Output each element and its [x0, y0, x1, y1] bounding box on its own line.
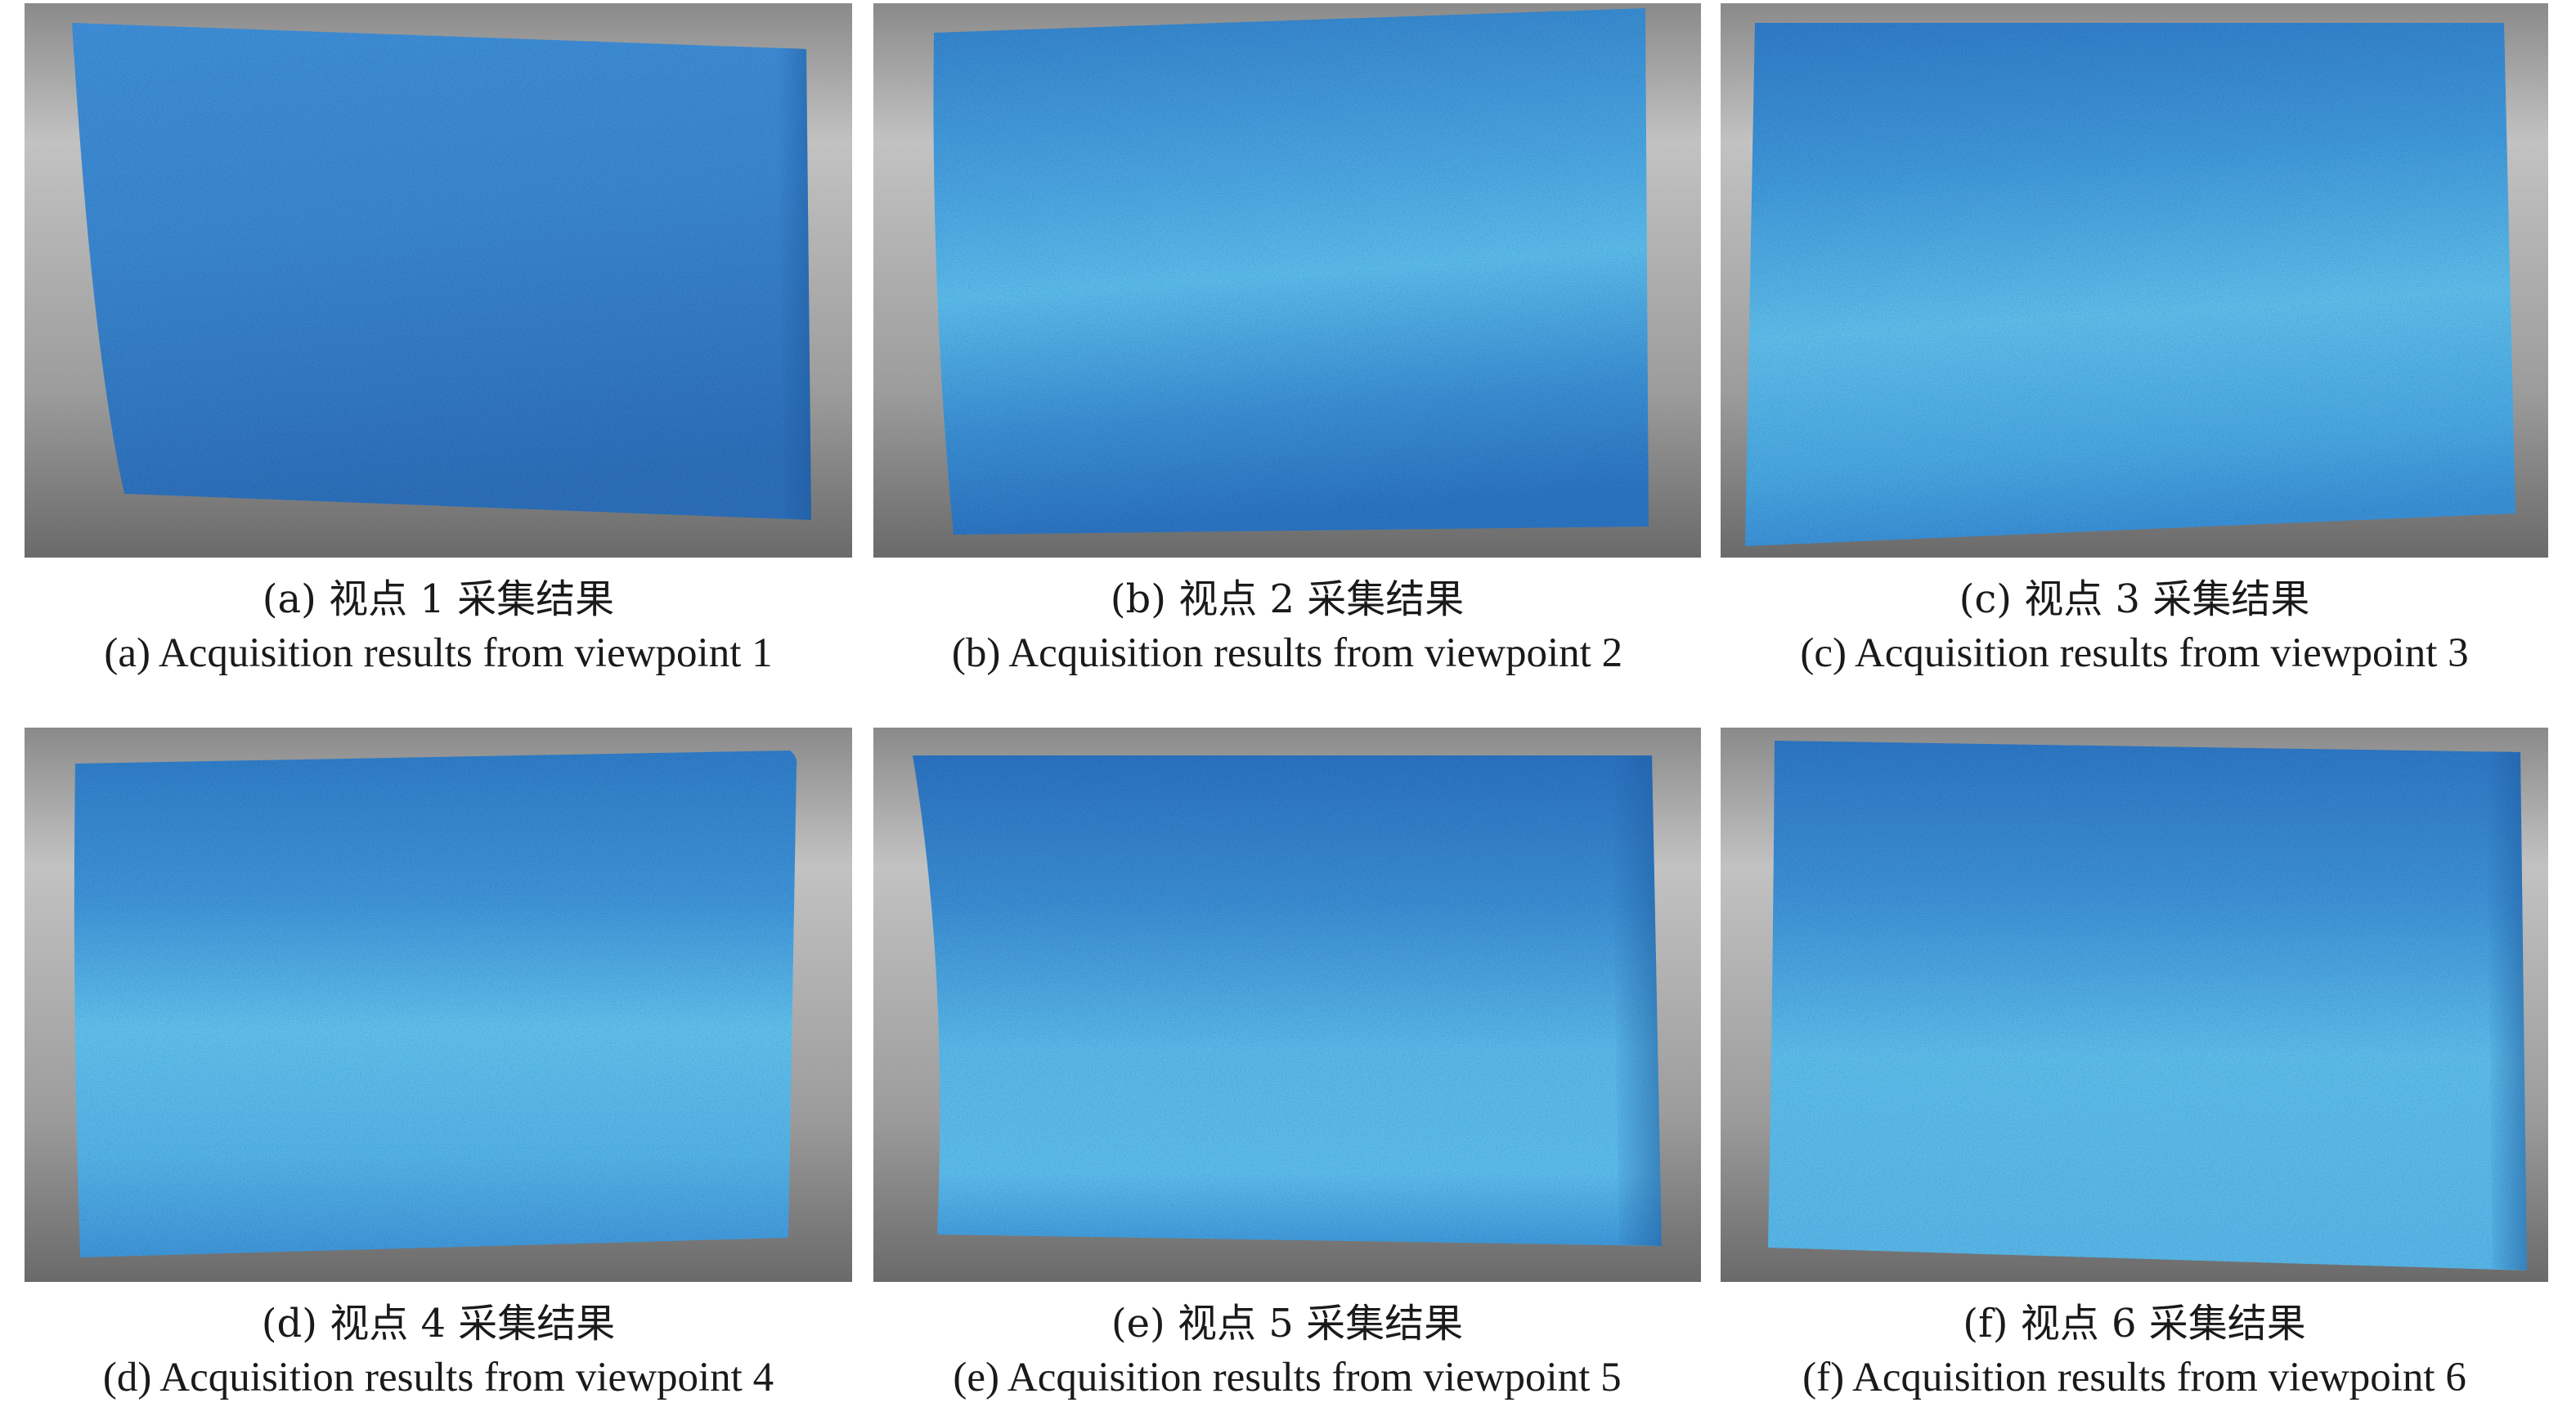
caption-b-en: (b) Acquisition results from viewpoint 2: [951, 630, 1623, 676]
caption-c: (c) 视点 3 采集结果 (c) Acquisition results fr…: [1709, 572, 2560, 680]
scanned-surface: [933, 8, 1649, 535]
caption-d: (d) 视点 4 采集结果 (d) Acquisition results fr…: [13, 1297, 864, 1405]
caption-e: (e) 视点 5 采集结果 (e) Acquisition results fr…: [862, 1297, 1712, 1405]
surface-edge-shade: [1611, 755, 1662, 1246]
panel-e-scan: [873, 728, 1701, 1282]
scan-image-viewpoint-3: [1721, 3, 2548, 558]
scanned-surface: [1745, 23, 2515, 546]
caption-a-en: (a) Acquisition results from viewpoint 1: [104, 630, 773, 676]
scan-image-viewpoint-5: [873, 728, 1701, 1282]
scan-image-viewpoint-2: [873, 3, 1701, 558]
panel-f-scan: [1721, 728, 2548, 1282]
scan-image-viewpoint-1: [25, 3, 852, 558]
panel-c-scan: [1721, 3, 2548, 558]
caption-b-cn: (b) 视点 2 采集结果: [1110, 576, 1465, 622]
scanned-surface: [1768, 741, 2527, 1270]
caption-e-en: (e) Acquisition results from viewpoint 5: [953, 1355, 1622, 1400]
caption-b: (b) 视点 2 采集结果 (b) Acquisition results fr…: [862, 572, 1712, 680]
caption-a-cn: (a) 视点 1 采集结果: [262, 576, 615, 622]
caption-d-cn: (d) 视点 4 采集结果: [261, 1301, 616, 1347]
panel-b-scan: [873, 3, 1701, 558]
caption-f: (f) 视点 6 采集结果 (f) Acquisition results fr…: [1709, 1297, 2560, 1405]
caption-c-cn: (c) 视点 3 采集结果: [1959, 576, 2310, 622]
scanned-surface: [74, 751, 797, 1257]
scan-image-viewpoint-4: [25, 728, 852, 1282]
surface-edge-shade: [2486, 751, 2527, 1270]
caption-f-cn: (f) 视点 6 采集结果: [1963, 1301, 2306, 1347]
surface-edge-shade: [777, 47, 811, 520]
caption-f-en: (f) Acquisition results from viewpoint 6: [1802, 1355, 2466, 1400]
panel-a-scan: [25, 3, 852, 558]
caption-d-en: (d) Acquisition results from viewpoint 4: [102, 1355, 774, 1400]
caption-c-en: (c) Acquisition results from viewpoint 3: [1800, 630, 2469, 676]
caption-e-cn: (e) 视点 5 采集结果: [1111, 1301, 1464, 1347]
scanned-surface: [913, 755, 1662, 1246]
scanned-surface: [72, 23, 811, 520]
panel-d-scan: [25, 728, 852, 1282]
scan-image-viewpoint-6: [1721, 728, 2548, 1282]
caption-a: (a) 视点 1 采集结果 (a) Acquisition results fr…: [13, 572, 864, 680]
